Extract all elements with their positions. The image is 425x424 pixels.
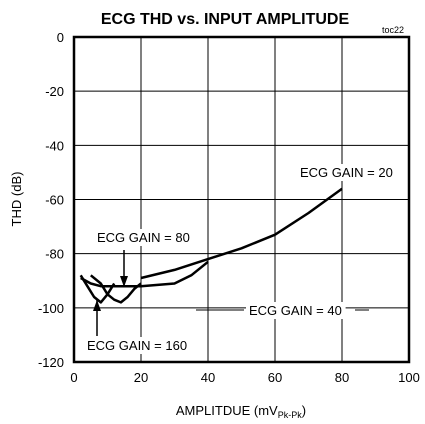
annotation-label: ECG GAIN = 40 bbox=[249, 303, 342, 318]
plot-frame bbox=[72, 35, 411, 364]
y-axis-label: THD (dB) bbox=[9, 172, 24, 227]
annotation-bg bbox=[297, 164, 397, 181]
y-tick-label: -80 bbox=[45, 247, 64, 262]
x-tick-label: 0 bbox=[70, 370, 77, 385]
series-line bbox=[140, 187, 343, 280]
annotation-arrowhead bbox=[93, 300, 101, 311]
x-axis-label-main: AMPLITDUE (mV bbox=[176, 403, 278, 418]
annotation-bg bbox=[94, 229, 194, 246]
y-tick-label: -60 bbox=[45, 193, 64, 208]
y-tick-label: -100 bbox=[38, 301, 64, 316]
annotation-label: ECG GAIN = 80 bbox=[97, 230, 190, 245]
x-axis-label-close: ) bbox=[302, 403, 306, 418]
chart-tag: toc22 bbox=[382, 25, 404, 35]
annotation-label: ECG GAIN = 20 bbox=[300, 165, 393, 180]
annotation-bg bbox=[84, 337, 191, 354]
x-axis-label: AMPLITDUE (mVPk-Pk) bbox=[176, 403, 306, 420]
chart-title: ECG THD vs. INPUT AMPLITUDE bbox=[101, 11, 350, 28]
annotations: ECG GAIN = 20 ECG GAIN = 80 ECG GAIN = 40 E… bbox=[84, 164, 397, 354]
y-tick-label: 0 bbox=[57, 30, 64, 45]
annotation-arrowhead bbox=[120, 276, 128, 287]
data-lines bbox=[79, 187, 343, 304]
y-tick-label: -40 bbox=[45, 138, 64, 153]
x-tick-label: 40 bbox=[201, 370, 215, 385]
annotation-bg bbox=[246, 302, 346, 319]
series-line bbox=[80, 260, 209, 288]
x-tick-label: 20 bbox=[134, 370, 148, 385]
x-tick-label: 100 bbox=[398, 370, 420, 385]
x-tick-label: 60 bbox=[268, 370, 282, 385]
series-line bbox=[79, 274, 116, 304]
axis-ticks: 0 20 40 60 80 100 0 -20 -40 -60 -80 -100 -120 bbox=[38, 30, 420, 385]
grid bbox=[74, 37, 409, 362]
annotation-label: ECG GAIN = 160 bbox=[87, 338, 187, 353]
series-line bbox=[90, 274, 142, 304]
y-tick-label: -120 bbox=[38, 355, 64, 370]
x-tick-label: 80 bbox=[335, 370, 349, 385]
x-axis-label-sub: Pk-Pk bbox=[278, 410, 303, 420]
y-tick-label: -20 bbox=[45, 84, 64, 99]
